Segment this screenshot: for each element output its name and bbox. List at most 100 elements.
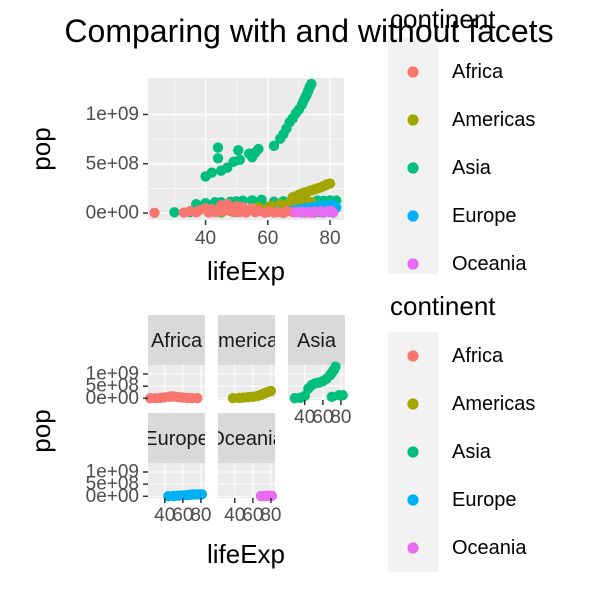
facet-x-tick-label-oceania-1: 60 — [242, 505, 263, 526]
facet-strip-clip-americas: Americas — [205, 330, 288, 352]
legend-top-label-asia: Asia — [452, 157, 492, 179]
facet-strip-clip-asia: Asia — [297, 330, 337, 352]
facet-y-tick-label-africa-2: 1e+09 — [86, 363, 139, 384]
point-asia-5 — [253, 143, 264, 155]
legend-top-label-africa: Africa — [452, 61, 504, 83]
point-asia-20 — [306, 78, 317, 90]
point-asia-27 — [247, 151, 258, 163]
point-americas-12 — [324, 178, 336, 189]
point-americas-33 — [299, 194, 311, 205]
facet-panels — [145, 361, 348, 502]
facet-point-asia-14 — [337, 390, 348, 401]
legend-top-key-oceania — [407, 258, 419, 270]
faceted-y-axis-title: pop — [26, 409, 56, 452]
unfaceted-y-tick-label-2: 1e+09 — [86, 104, 139, 125]
facet-x-tick-label-asia-2: 80 — [330, 407, 351, 428]
point-asia-1 — [233, 145, 244, 156]
faceted-x-axis-title: lifeExp — [207, 539, 285, 569]
legend-top-key-americas — [407, 114, 419, 126]
legend-bottom-label-americas: Americas — [452, 393, 535, 415]
facet-x-tick-label-oceania-0: 40 — [224, 505, 245, 526]
legend-top-key-europe — [407, 210, 419, 222]
facet-strip-clip-africa: Africa — [151, 330, 203, 352]
legend-bottom-key-africa — [407, 350, 419, 362]
facet-x-tick-label-europe-2: 80 — [190, 505, 211, 526]
point-africa-30 — [259, 207, 270, 218]
point-oceania-7 — [327, 207, 339, 218]
unfaceted-y-axis-title: pop — [26, 127, 56, 170]
legend-top: continent Africa Americas Asia Europe Oceani… — [388, 4, 535, 275]
point-africa-29 — [250, 206, 261, 218]
legend-top-label-oceania: Oceania — [452, 253, 527, 275]
point-oceania-9 — [306, 207, 317, 219]
point-asia-0 — [212, 153, 224, 164]
facet-point-americas-12 — [265, 385, 277, 397]
point-africa-23 — [191, 207, 202, 218]
unfaceted-y-tick-label-0: 0e+00 — [86, 203, 139, 224]
legend-bottom: continent Africa Americas Asia Europe Oceani… — [388, 291, 535, 572]
point-asia-2 — [212, 142, 224, 153]
unfaceted-x-axis-title: lifeExp — [207, 256, 285, 286]
facet-x-tick-label-asia-1: 60 — [312, 407, 333, 428]
faceted-plot: Africa Americas Asia Europe Oceania 0e+0… — [26, 315, 351, 569]
facet-point-asia-15 — [326, 391, 338, 403]
facet-strip-americas — [218, 315, 275, 365]
legend-bottom-items: Africa Americas Asia Europe Oceania — [407, 345, 535, 559]
facet-point-africa-11 — [192, 393, 203, 404]
facet-strip-clip-oceania: Oceania — [209, 428, 284, 450]
facet-strip-europe — [148, 413, 205, 463]
unfaceted-x-tick-label-0: 40 — [195, 228, 216, 249]
facet-strip-oceania — [218, 413, 275, 463]
facet-label-asia: Asia — [297, 330, 337, 352]
facet-y-tick-label-europe-0: 0e+00 — [86, 486, 139, 507]
unfaceted-y-tick-label-1: 5e+08 — [86, 153, 139, 174]
facet-point-europe-10 — [196, 489, 208, 500]
legend-top-label-europe: Europe — [452, 205, 517, 227]
facet-point-oceania-6 — [266, 490, 278, 502]
point-africa-24 — [203, 207, 214, 218]
facet-y-tick-label-africa-0: 0e+00 — [86, 388, 139, 409]
facet-label-oceania: Oceania — [209, 428, 284, 450]
point-asia-22 — [206, 167, 217, 178]
point-africa-0 — [149, 207, 160, 219]
facet-point-asia-12 — [330, 361, 341, 372]
legend-top-key-asia — [407, 162, 419, 174]
facet-strip-africa — [148, 315, 205, 365]
legend-bottom-key-europe — [407, 494, 419, 506]
legend-top-title: continent — [390, 4, 496, 34]
chart-title: Comparing with and without facets — [64, 13, 553, 49]
facet-strip-clip-europe: Europe — [144, 428, 209, 450]
facet-axes: 0e+005e+081e+094060800e+005e+081e+094060… — [86, 363, 352, 526]
point-oceania-8 — [318, 207, 329, 218]
unfaceted-panel-background — [148, 78, 344, 220]
point-africa-28 — [240, 207, 252, 218]
point-africa-31 — [268, 207, 280, 218]
point-asia-35 — [247, 195, 258, 206]
facet-y-tick-label-europe-2: 1e+09 — [86, 461, 139, 482]
unfaceted-points — [149, 78, 342, 219]
legend-top-items: Africa Americas Asia Europe Oceania — [407, 61, 535, 275]
legend-top-label-americas: Americas — [452, 109, 535, 131]
legend-bottom-label-europe: Europe — [452, 489, 517, 511]
point-asia-6 — [268, 140, 280, 152]
legend-bottom-key-asia — [407, 446, 419, 458]
legend-top-key-africa — [407, 66, 419, 78]
legend-bottom-key-americas — [407, 398, 419, 410]
point-asia-61 — [169, 207, 180, 218]
facet-y-tick-label-europe-1: 5e+08 — [86, 474, 139, 495]
facet-y-tick-label-africa-1: 5e+08 — [86, 376, 139, 397]
facet-label-americas: Americas — [205, 330, 288, 352]
facet-x-tick-label-asia-0: 40 — [294, 407, 315, 428]
point-africa-25 — [212, 206, 224, 217]
facet-x-tick-label-europe-0: 40 — [154, 505, 175, 526]
point-africa-32 — [278, 207, 289, 219]
facet-x-tick-label-oceania-2: 80 — [260, 505, 281, 526]
facet-label-africa: Africa — [151, 330, 203, 352]
facet-x-tick-label-europe-1: 60 — [172, 505, 193, 526]
facet-label-europe: Europe — [144, 428, 209, 450]
legend-bottom-label-africa: Africa — [452, 345, 504, 367]
unfaceted-x-tick-label-2: 80 — [319, 228, 340, 249]
unfaceted-plot: 0e+00 5e+08 1e+09 40 60 80 lifeExp pop — [26, 78, 344, 286]
legend-bottom-key-oceania — [407, 542, 419, 554]
